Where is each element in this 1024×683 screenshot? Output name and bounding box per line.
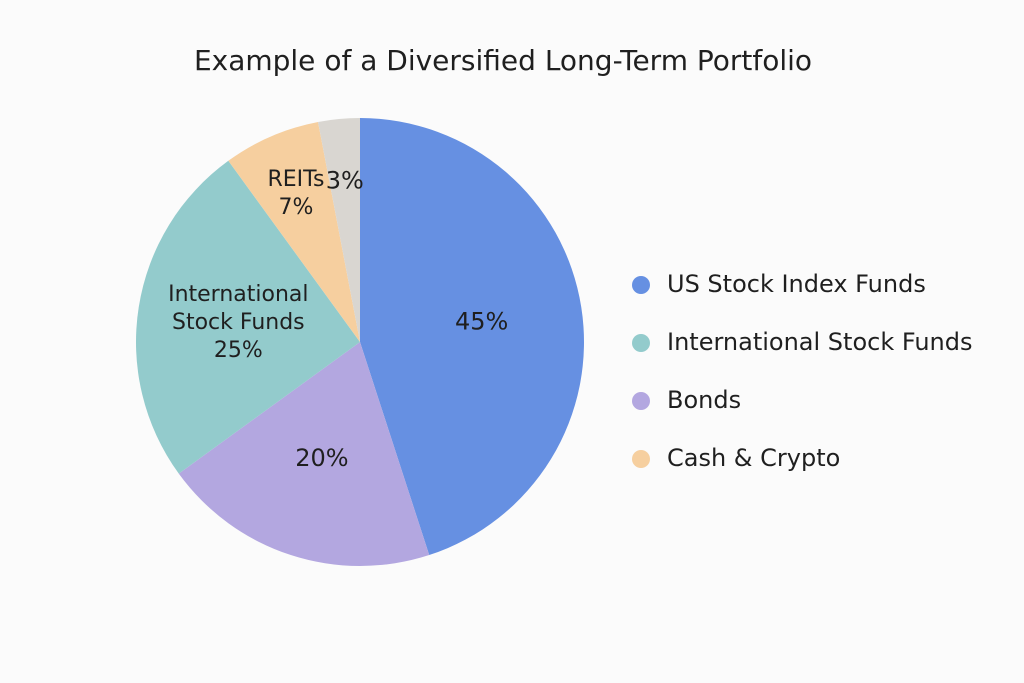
- slice-name: International Stock Funds: [168, 281, 309, 335]
- slice-label: REITs 7%: [206, 144, 386, 244]
- pie-slice: [318, 118, 360, 342]
- legend-swatch: [632, 392, 650, 410]
- legend-label: Bonds: [667, 386, 741, 414]
- slice-value: 7%: [278, 194, 314, 220]
- slice-value: 3%: [326, 166, 364, 194]
- legend-label: Cash & Crypto: [667, 444, 840, 472]
- legend-swatch: [632, 334, 650, 352]
- pie-slice: [178, 342, 430, 566]
- pie-slice: [136, 160, 360, 474]
- legend-label: International Stock Funds: [667, 328, 973, 356]
- pie-slice: [360, 118, 585, 556]
- pie-slice: [228, 121, 360, 343]
- legend-swatch: [632, 276, 650, 294]
- legend-swatch: [632, 450, 650, 468]
- slice-label: International Stock Funds 25%: [148, 273, 328, 373]
- legend-label: US Stock Index Funds: [667, 270, 926, 298]
- slice-value: 20%: [295, 444, 348, 472]
- slice-value: 45%: [455, 308, 508, 336]
- chart-title: Example of a Diversified Long-Term Portf…: [194, 44, 812, 77]
- slice-value: 25%: [213, 337, 263, 363]
- slice-name: REITs: [267, 166, 325, 192]
